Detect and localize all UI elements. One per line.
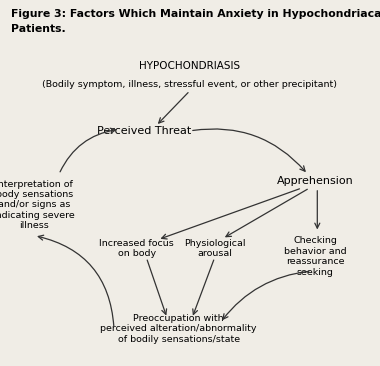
Text: Perceived Threat: Perceived Threat <box>97 126 192 136</box>
Text: Checking
behavior and
reassurance
seeking: Checking behavior and reassurance seekin… <box>284 236 347 277</box>
Text: Increased focus
on body: Increased focus on body <box>100 239 174 258</box>
Text: Interpretation of
body sensations
and/or signs as
indicating severe
illness: Interpretation of body sensations and/or… <box>0 180 75 230</box>
Text: Preoccupation with
perceived alteration/abnormality
of bodily sensations/state: Preoccupation with perceived alteration/… <box>100 314 257 344</box>
Text: (Bodily symptom, illness, stressful event, or other precipitant): (Bodily symptom, illness, stressful even… <box>43 80 337 89</box>
Text: Physiological
arousal: Physiological arousal <box>184 239 245 258</box>
Text: HYPOCHONDRIASIS: HYPOCHONDRIASIS <box>139 61 241 71</box>
Text: Figure 3: Factors Which Maintain Anxiety in Hypochondriacal: Figure 3: Factors Which Maintain Anxiety… <box>11 9 380 19</box>
Text: Patients.: Patients. <box>11 24 66 34</box>
Text: Apprehension: Apprehension <box>277 176 354 186</box>
